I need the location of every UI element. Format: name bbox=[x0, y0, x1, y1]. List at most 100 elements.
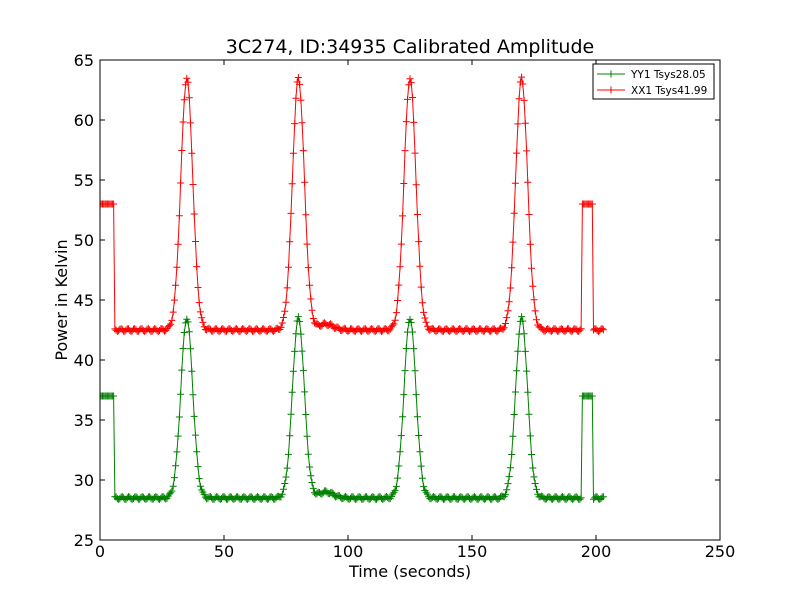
data-point-yy1 bbox=[599, 493, 607, 501]
data-point-xx1 bbox=[531, 307, 539, 315]
data-point-xx1 bbox=[192, 238, 199, 245]
data-point-xx1 bbox=[196, 308, 204, 316]
data-point-xx1 bbox=[520, 96, 528, 104]
data-point-yy1 bbox=[309, 484, 317, 492]
data-point-xx1 bbox=[519, 80, 527, 88]
data-point-xx1 bbox=[301, 178, 309, 186]
data-point-xx1 bbox=[174, 240, 182, 248]
data-point-xx1 bbox=[173, 263, 181, 271]
data-point-xx1 bbox=[407, 79, 415, 87]
data-point-yy1 bbox=[513, 367, 521, 375]
series-markers-yy1 bbox=[100, 313, 607, 503]
data-point-xx1 bbox=[280, 314, 287, 321]
data-point-xx1 bbox=[397, 240, 405, 248]
data-point-xx1 bbox=[599, 326, 607, 334]
data-point-xx1 bbox=[504, 307, 512, 315]
data-point-xx1 bbox=[506, 284, 514, 292]
data-point-yy1 bbox=[502, 491, 509, 499]
data-point-xx1 bbox=[423, 322, 431, 330]
data-point-yy1 bbox=[531, 480, 539, 487]
data-point-xx1 bbox=[282, 298, 290, 306]
legend-label-yy1: YY1 Tsys28.05 bbox=[630, 69, 706, 81]
data-point-xx1 bbox=[172, 281, 180, 289]
data-point-xx1 bbox=[396, 263, 404, 271]
data-point-xx1 bbox=[510, 209, 518, 217]
data-point-yy1 bbox=[172, 462, 180, 470]
y-tick-label: 45 bbox=[74, 291, 94, 310]
y-tick-label: 25 bbox=[74, 531, 94, 550]
data-point-yy1 bbox=[577, 494, 585, 502]
data-point-xx1 bbox=[420, 308, 428, 316]
data-point-yy1 bbox=[189, 391, 197, 399]
data-point-yy1 bbox=[407, 318, 415, 326]
data-point-xx1 bbox=[525, 211, 533, 218]
data-point-xx1 bbox=[193, 263, 201, 271]
data-point-yy1 bbox=[576, 495, 584, 503]
data-point-xx1 bbox=[278, 319, 286, 327]
data-point-yy1 bbox=[519, 317, 527, 325]
data-point-xx1 bbox=[286, 238, 294, 246]
data-point-yy1 bbox=[520, 330, 528, 338]
data-point-yy1 bbox=[110, 392, 118, 400]
data-point-yy1 bbox=[390, 488, 398, 496]
data-point-xx1 bbox=[412, 181, 420, 189]
x-tick-label: 0 bbox=[95, 542, 105, 561]
data-point-xx1 bbox=[297, 96, 305, 104]
data-point-yy1 bbox=[194, 463, 202, 471]
data-point-yy1 bbox=[521, 347, 529, 355]
data-point-xx1 bbox=[304, 264, 312, 272]
data-point-yy1 bbox=[307, 472, 315, 480]
y-tick-label: 50 bbox=[74, 231, 94, 250]
data-point-yy1 bbox=[195, 475, 203, 483]
data-point-xx1 bbox=[395, 281, 403, 289]
data-point-yy1 bbox=[417, 462, 425, 470]
data-point-yy1 bbox=[298, 347, 306, 355]
data-point-yy1 bbox=[299, 367, 307, 375]
x-tick-label: 50 bbox=[214, 542, 234, 561]
data-point-yy1 bbox=[422, 488, 430, 496]
data-point-xx1 bbox=[184, 78, 192, 86]
data-point-xx1 bbox=[302, 211, 310, 219]
data-point-yy1 bbox=[170, 474, 178, 482]
data-point-xx1 bbox=[421, 314, 429, 322]
data-point-xx1 bbox=[523, 147, 531, 155]
data-point-xx1 bbox=[306, 281, 314, 289]
x-axis-label: Time (seconds) bbox=[348, 562, 471, 581]
legend-label-xx1: XX1 Tsys41.99 bbox=[631, 85, 707, 97]
data-point-yy1 bbox=[523, 367, 531, 375]
data-point-yy1 bbox=[173, 448, 181, 456]
data-point-yy1 bbox=[294, 313, 302, 321]
data-point-xx1 bbox=[169, 308, 177, 316]
data-point-yy1 bbox=[187, 345, 194, 353]
data-point-xx1 bbox=[505, 298, 513, 306]
data-point-yy1 bbox=[280, 485, 287, 493]
data-point-yy1 bbox=[588, 392, 596, 400]
data-point-xx1 bbox=[168, 316, 176, 324]
data-point-yy1 bbox=[286, 432, 294, 440]
data-point-yy1 bbox=[526, 432, 534, 440]
data-point-yy1 bbox=[184, 318, 192, 326]
data-point-xx1 bbox=[418, 299, 426, 307]
data-point-yy1 bbox=[308, 479, 316, 486]
data-point-xx1 bbox=[292, 94, 300, 102]
chart-title: 3C274, ID:34935 Calibrated Amplitude bbox=[226, 36, 594, 58]
y-tick-label: 65 bbox=[74, 51, 94, 70]
data-point-xx1 bbox=[389, 321, 397, 329]
data-point-yy1 bbox=[175, 413, 183, 421]
data-point-yy1 bbox=[399, 413, 407, 421]
data-point-xx1 bbox=[296, 80, 304, 88]
data-point-xx1 bbox=[417, 283, 425, 291]
data-point-yy1 bbox=[504, 480, 512, 488]
legend-box bbox=[592, 63, 715, 100]
data-point-yy1 bbox=[508, 451, 516, 458]
data-point-xx1 bbox=[401, 147, 409, 155]
data-point-yy1 bbox=[401, 367, 409, 375]
data-point-xx1 bbox=[502, 320, 509, 327]
data-point-xx1 bbox=[299, 147, 307, 155]
data-point-yy1 bbox=[397, 432, 405, 440]
data-point-yy1 bbox=[306, 463, 314, 471]
legend-entry-yy1: YY1 Tsys28.05 bbox=[597, 69, 706, 81]
y-tick-label: 55 bbox=[74, 171, 94, 190]
data-point-xx1 bbox=[530, 296, 538, 304]
